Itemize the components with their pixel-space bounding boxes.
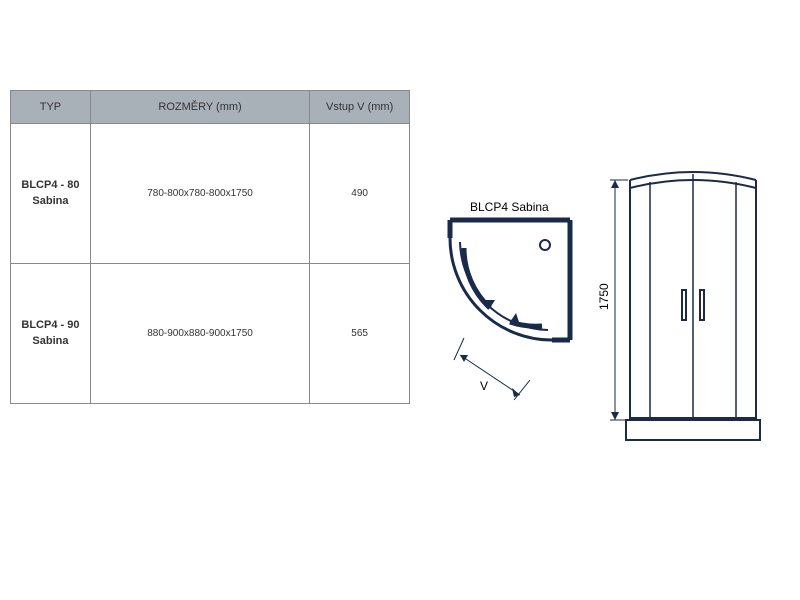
top-view-label: BLCP4 Sabina — [470, 200, 549, 214]
top-view-icon — [450, 220, 570, 400]
cell-typ: BLCP4 - 90 Sabina — [11, 264, 91, 404]
cell-vstup: 565 — [310, 264, 410, 404]
typ-line1: BLCP4 - 80 — [21, 179, 79, 191]
spec-table-container: TYP ROZMĚRY (mm) Vstup V (mm) BLCP4 - 80… — [10, 90, 410, 404]
typ-line2: Sabina — [32, 335, 68, 347]
technical-diagrams: BLCP4 Sabina — [430, 140, 790, 500]
diagram-svg: V 1 — [430, 140, 790, 500]
header-typ: TYP — [11, 91, 91, 124]
typ-line1: BLCP4 - 90 — [21, 319, 79, 331]
front-view-icon — [626, 172, 760, 440]
table-row: BLCP4 - 90 Sabina 880-900x880-900x1750 5… — [11, 264, 410, 404]
cell-typ: BLCP4 - 80 Sabina — [11, 124, 91, 264]
header-rozmery: ROZMĚRY (mm) — [90, 91, 309, 124]
height-label: 1750 — [597, 283, 611, 310]
v-label: V — [480, 379, 488, 393]
header-vstup: Vstup V (mm) — [310, 91, 410, 124]
cell-rozmery: 880-900x880-900x1750 — [90, 264, 309, 404]
typ-line2: Sabina — [32, 195, 68, 207]
table-row: BLCP4 - 80 Sabina 780-800x780-800x1750 4… — [11, 124, 410, 264]
spec-table: TYP ROZMĚRY (mm) Vstup V (mm) BLCP4 - 80… — [10, 90, 410, 404]
cell-vstup: 490 — [310, 124, 410, 264]
height-dimension-icon — [610, 180, 628, 420]
cell-rozmery: 780-800x780-800x1750 — [90, 124, 309, 264]
